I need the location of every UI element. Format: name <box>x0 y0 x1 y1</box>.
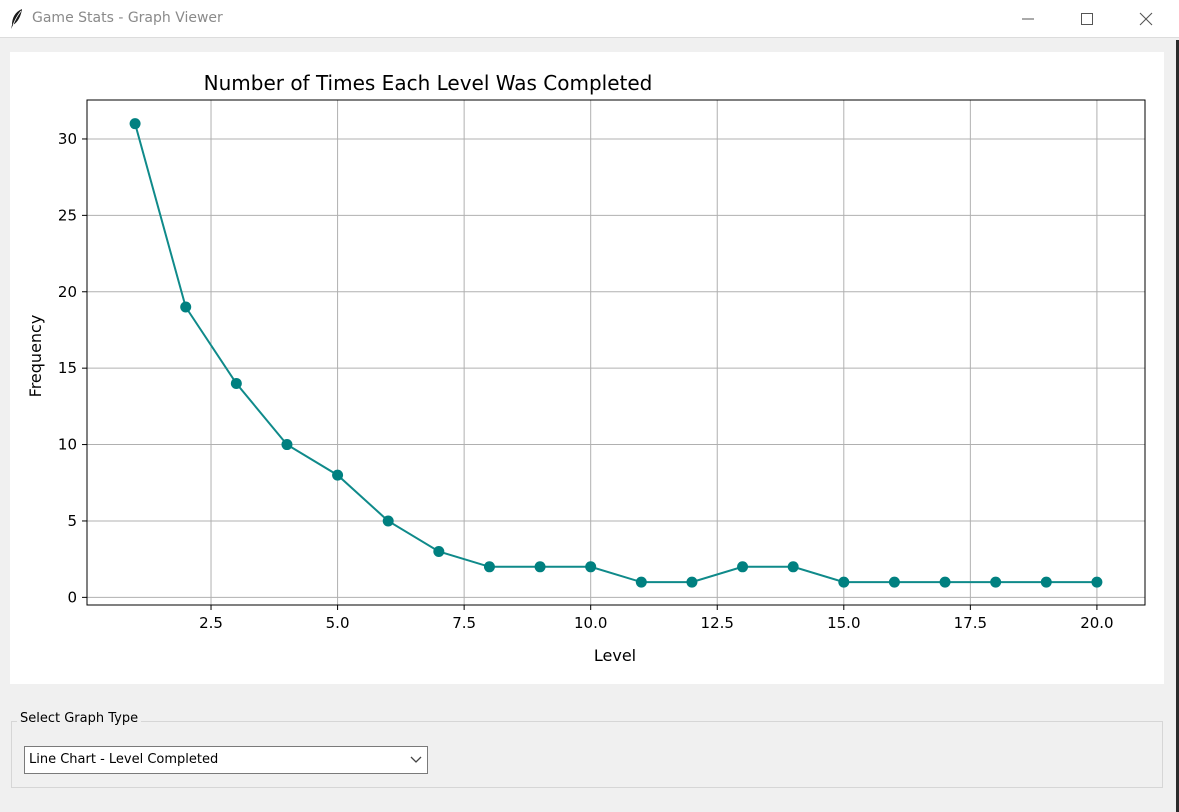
minimize-button[interactable] <box>999 0 1057 38</box>
data-point <box>838 576 850 588</box>
data-point <box>1040 576 1052 588</box>
data-point <box>1091 576 1103 588</box>
window-edge <box>1176 40 1179 812</box>
data-point <box>230 377 242 389</box>
data-point <box>686 576 698 588</box>
data-point <box>534 561 546 573</box>
data-point <box>635 576 647 588</box>
y-tick-label: 30 <box>58 130 77 148</box>
data-point <box>281 439 293 451</box>
maximize-button[interactable] <box>1058 0 1116 38</box>
feather-icon <box>11 9 22 29</box>
close-icon <box>1139 12 1153 26</box>
data-point <box>939 576 951 588</box>
line-chart: 2.5 5.0 7.5 10.0 12.5 15.0 17.5 20.0 0 5 10 15 20 25 3… <box>26 71 1146 665</box>
window-title: Game Stats - Graph Viewer <box>32 10 223 26</box>
minimize-icon <box>1022 18 1034 20</box>
chevron-down-icon[interactable] <box>409 755 423 765</box>
data-point <box>737 561 749 573</box>
x-tick-label: 12.5 <box>701 614 734 632</box>
markers-layer <box>129 118 1103 588</box>
x-tick-label: 5.0 <box>326 614 350 632</box>
graph-type-selected-value: Line Chart - Level Completed <box>29 752 219 767</box>
x-tick-label: 2.5 <box>199 614 223 632</box>
series-line <box>134 123 1097 584</box>
x-tick-label: 15.0 <box>827 614 860 632</box>
chart-title: Number of Times Each Level Was Completed <box>204 71 653 95</box>
maximize-icon <box>1081 13 1093 25</box>
y-tick-label: 0 <box>67 588 77 606</box>
x-axis-label: Level <box>594 646 636 665</box>
data-point <box>787 561 799 573</box>
data-point <box>382 515 394 527</box>
data-point <box>585 561 597 573</box>
y-tick-label: 20 <box>58 283 77 301</box>
data-point <box>129 118 141 130</box>
ticks-layer: 2.5 5.0 7.5 10.0 12.5 15.0 17.5 20.0 0 5 10 15 20 25 3… <box>58 130 1114 632</box>
series-layer <box>134 123 1097 584</box>
x-tick-label: 20.0 <box>1080 614 1113 632</box>
x-tick-label: 7.5 <box>452 614 476 632</box>
data-point <box>180 301 192 313</box>
y-axis-label: Frequency <box>26 315 45 398</box>
data-point <box>433 546 445 558</box>
chart-canvas: 2.5 5.0 7.5 10.0 12.5 15.0 17.5 20.0 0 5 10 15 20 25 3… <box>10 52 1164 684</box>
y-tick-label: 15 <box>58 359 77 377</box>
y-tick-label: 10 <box>58 436 77 454</box>
y-tick-label: 25 <box>58 206 77 224</box>
graph-type-frame-label: Select Graph Type <box>17 711 142 726</box>
y-tick-label: 5 <box>67 512 77 530</box>
data-point <box>483 561 495 573</box>
data-point <box>332 469 344 481</box>
x-tick-label: 10.0 <box>574 614 607 632</box>
data-point <box>888 576 900 588</box>
graph-type-select[interactable]: Line Chart - Level Completed <box>24 746 428 774</box>
title-bar[interactable]: Game Stats - Graph Viewer <box>0 0 1179 38</box>
plot-frame <box>86 99 1146 606</box>
graph-type-frame <box>11 721 1163 788</box>
x-tick-label: 17.5 <box>954 614 987 632</box>
close-button[interactable] <box>1117 0 1175 38</box>
data-point <box>990 576 1002 588</box>
grid-lines <box>87 100 1145 605</box>
